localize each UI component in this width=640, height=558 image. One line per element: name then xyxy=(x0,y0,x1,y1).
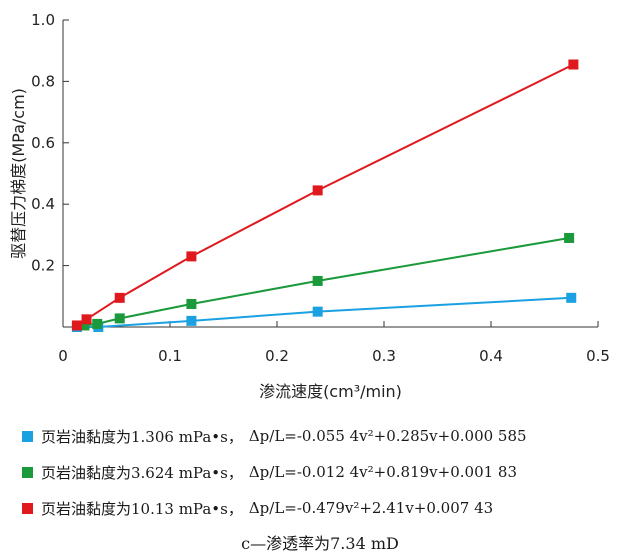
data-point xyxy=(79,320,90,331)
data-point xyxy=(114,292,125,303)
legend-item-3624: 页岩油黏度为3.624 mPa•s， Δp/L=-0.012 4v²+0.819… xyxy=(22,454,632,490)
y-tick-label: 0.6 xyxy=(31,134,55,152)
legend-item-1013: 页岩油黏度为10.13 mPa•s， Δp/L=-0.479v²+2.41v+0… xyxy=(22,490,632,526)
data-point xyxy=(568,59,579,70)
data-point xyxy=(92,318,103,329)
data-point xyxy=(312,306,323,317)
legend: 页岩油黏度为1.306 mPa•s， Δp/L=-0.055 4v²+0.285… xyxy=(22,418,632,526)
y-tick-label: 1.0 xyxy=(31,11,55,29)
legend-equation-3624: Δp/L=-0.012 4v²+0.819v+0.001 83 xyxy=(248,463,518,481)
legend-equation-1013: Δp/L=-0.479v²+2.41v+0.007 43 xyxy=(248,499,494,517)
data-point xyxy=(186,315,197,326)
series-2 xyxy=(79,232,575,331)
data-point xyxy=(186,298,197,309)
series-3 xyxy=(71,59,579,331)
chart: 0 0.1 0.2 0.3 0.4 0.5 0.2 0.4 0.6 0.8 1.0 渗流速度(cm³/… xyxy=(9,11,610,401)
x-tick-label: 0.1 xyxy=(158,347,182,365)
series-line xyxy=(84,237,570,327)
legend-equation-1306: Δp/L=-0.055 4v²+0.285v+0.000 585 xyxy=(248,427,527,445)
series-line xyxy=(76,63,574,327)
data-point xyxy=(312,275,323,286)
x-tick-label: 0.2 xyxy=(265,347,289,365)
y-tick-label: 0.4 xyxy=(31,195,55,213)
legend-label-1306: 页岩油黏度为1.306 mPa•s， xyxy=(41,427,243,446)
x-tick-label: 0.5 xyxy=(586,347,610,365)
data-point xyxy=(71,320,82,331)
x-tick-label: 0.3 xyxy=(372,347,396,365)
legend-item-1306: 页岩油黏度为1.306 mPa•s， Δp/L=-0.055 4v²+0.285… xyxy=(22,418,632,454)
data-point xyxy=(566,292,577,303)
data-point xyxy=(312,185,323,196)
y-tick-label: 0.2 xyxy=(31,257,55,275)
y-axis-label: 驱替压力梯度(MPa/cm) xyxy=(9,88,28,259)
legend-swatch-1306 xyxy=(22,430,33,442)
data-point xyxy=(114,313,125,324)
x-tick-label: 0 xyxy=(58,347,68,365)
legend-label-1013: 页岩油黏度为10.13 mPa•s， xyxy=(41,499,243,518)
figure-caption: c—渗透率为7.34 mD xyxy=(241,534,399,553)
x-tick-label: 0.4 xyxy=(479,347,503,365)
legend-swatch-3624 xyxy=(22,466,33,478)
legend-label-3624: 页岩油黏度为3.624 mPa•s， xyxy=(41,463,243,482)
data-point xyxy=(564,232,575,243)
data-point xyxy=(81,314,92,325)
x-axis-label: 渗流速度(cm³/min) xyxy=(259,382,402,401)
legend-swatch-1013 xyxy=(22,502,33,514)
data-point xyxy=(186,251,197,262)
y-tick-label: 0.8 xyxy=(31,72,55,90)
